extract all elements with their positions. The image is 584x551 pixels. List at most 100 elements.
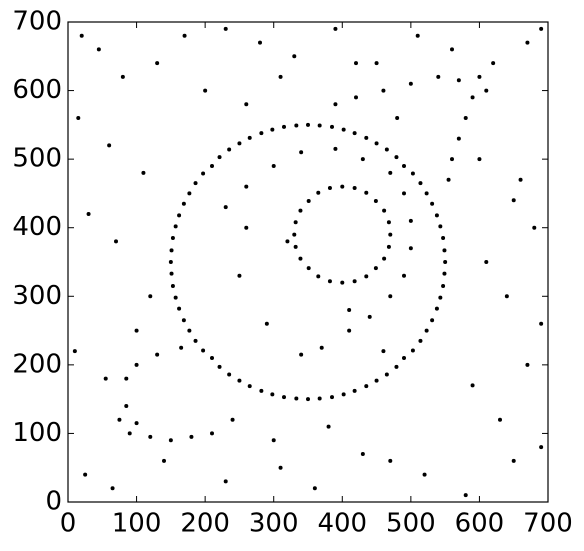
point (341, 392, 346, 397)
point (210, 164, 214, 168)
point (134, 328, 139, 333)
point (292, 54, 297, 59)
point (317, 123, 322, 128)
point (181, 318, 186, 323)
point (450, 157, 454, 162)
point (148, 434, 153, 439)
point (402, 191, 406, 196)
point (415, 33, 420, 38)
point (294, 123, 299, 128)
point (418, 181, 423, 186)
point (293, 244, 298, 249)
point (179, 345, 184, 350)
point (354, 61, 358, 66)
point (424, 328, 429, 333)
point (327, 185, 332, 190)
point (193, 338, 198, 343)
point (539, 445, 544, 450)
point (373, 198, 378, 203)
point (326, 424, 331, 429)
point (285, 239, 290, 244)
point (155, 61, 160, 66)
point (282, 124, 286, 129)
point (181, 201, 186, 206)
point (341, 127, 346, 132)
point (456, 136, 461, 141)
point (382, 208, 387, 213)
point (306, 266, 311, 271)
point (86, 212, 91, 216)
point (96, 47, 101, 52)
point (374, 141, 379, 146)
point (244, 184, 249, 189)
point (430, 318, 435, 323)
point (436, 74, 441, 79)
point (316, 190, 321, 195)
point (430, 201, 435, 206)
point (470, 383, 475, 388)
point (298, 256, 303, 261)
point (352, 388, 357, 393)
point (79, 33, 84, 38)
point (532, 225, 537, 230)
point (76, 116, 81, 120)
point (360, 452, 365, 456)
point (442, 248, 447, 253)
point (364, 384, 369, 389)
point (330, 124, 334, 129)
point (374, 378, 379, 383)
point (352, 131, 357, 136)
point (491, 61, 496, 66)
point (319, 345, 324, 350)
point (237, 273, 242, 278)
point (388, 294, 393, 299)
point (169, 248, 174, 253)
x-tick-label: 100 (112, 509, 162, 539)
point (134, 421, 139, 426)
point (498, 417, 502, 422)
point (83, 472, 88, 477)
point (381, 349, 386, 354)
y-tick-label: 700 (12, 7, 62, 37)
point (446, 177, 451, 182)
point (223, 205, 228, 210)
point (441, 236, 446, 240)
point (278, 74, 283, 79)
point (340, 280, 345, 285)
point (124, 376, 129, 381)
point (374, 61, 379, 66)
plot-frame (67, 21, 549, 503)
point (103, 376, 108, 381)
point (340, 184, 345, 189)
point (264, 321, 269, 326)
point (292, 232, 297, 237)
point (173, 224, 178, 229)
point (299, 352, 304, 357)
point (177, 213, 182, 218)
point (394, 364, 399, 369)
point (244, 225, 249, 230)
point (223, 479, 228, 484)
point (237, 378, 242, 383)
point (484, 88, 489, 93)
x-tick-label: 600 (455, 509, 505, 539)
y-tick-label: 300 (12, 281, 62, 311)
x-tick-label: 700 (523, 509, 573, 539)
point (456, 78, 461, 83)
point (271, 438, 276, 443)
point (402, 273, 406, 278)
point (170, 236, 175, 240)
point (282, 395, 286, 400)
point (114, 239, 118, 244)
point (193, 181, 198, 186)
point (210, 431, 214, 436)
point (388, 232, 393, 237)
point (408, 246, 413, 251)
point (227, 147, 232, 152)
point (518, 177, 523, 182)
point (434, 213, 439, 218)
point (434, 306, 439, 311)
point (189, 434, 194, 439)
y-tick-label: 200 (12, 349, 62, 379)
point (525, 40, 530, 45)
